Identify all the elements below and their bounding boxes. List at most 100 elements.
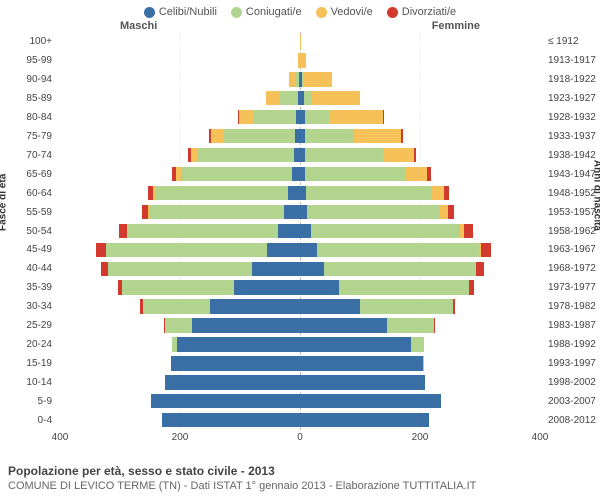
birth-tick: 1948-1952 [544,184,600,203]
female-half [300,411,540,430]
chart-source: COMUNE DI LEVICO TERME (TN) - Dati ISTAT… [8,479,476,494]
legend-item: Vedovi/e [316,6,373,18]
birth-tick: 1983-1987 [544,316,600,335]
bar-segment [284,205,300,219]
bar-segment [300,243,317,257]
male-half [60,127,300,146]
stacked-bar [300,280,474,294]
bar-segment [211,129,223,143]
pyramid-row [60,51,540,70]
stacked-bar [162,413,300,427]
bar-segment [122,280,234,294]
birth-tick: 2003-2007 [544,392,600,411]
xtick: 200 [172,432,189,443]
bar-segment [329,110,383,124]
bar-segment [432,186,444,200]
bar-segment [305,129,354,143]
stacked-bar [300,356,424,370]
pyramid-row [60,278,540,297]
age-tick: 0-4 [0,411,56,430]
age-tick: 80-84 [0,108,56,127]
pyramid-row [60,184,540,203]
stacked-bar [119,224,300,238]
pyramid-row [60,108,540,127]
bar-segment [354,129,401,143]
stacked-bar [300,337,424,351]
bar-segment [481,243,491,257]
bar-segment [292,167,300,181]
pyramid-row [60,354,540,373]
age-tick: 100+ [0,32,56,51]
legend-swatch [144,7,155,18]
birth-tick: 1963-1967 [544,240,600,259]
bar-segment [387,318,434,332]
male-half [60,89,300,108]
stacked-bar [142,205,300,219]
stacked-bar [300,262,484,276]
age-tick: 50-54 [0,222,56,241]
female-half [300,146,540,165]
birth-tick: 1998-2002 [544,373,600,392]
bar-segment [278,224,300,238]
yaxis-birth-years: ≤ 19121913-19171918-19221923-19271928-19… [544,32,600,430]
male-half [60,316,300,335]
age-tick: 15-19 [0,354,56,373]
female-half [300,278,540,297]
bar-segment [304,91,311,105]
bar-segment [300,34,301,48]
bar-segment [360,299,453,313]
bar-segment [165,318,192,332]
bar-segment [165,375,300,389]
pyramid-row [60,146,540,165]
bar-segment [414,148,416,162]
female-half [300,354,540,373]
plot-area [60,32,540,430]
bar-segment [288,186,300,200]
age-tick: 5-9 [0,392,56,411]
pyramid-row [60,335,540,354]
bar-segment [406,167,428,181]
male-half [60,108,300,127]
legend-swatch [387,7,398,18]
bar-segment [324,262,475,276]
age-tick: 55-59 [0,203,56,222]
pyramid-row [60,127,540,146]
stacked-bar [300,53,306,67]
xtick: 200 [412,432,429,443]
female-half [300,127,540,146]
bar-segment [305,110,329,124]
male-half [60,411,300,430]
bar-segment [266,91,279,105]
female-half [300,297,540,316]
stacked-bar [300,318,435,332]
stacked-bar [300,34,301,48]
stacked-bar [188,148,300,162]
female-half [300,202,540,221]
bar-segment [464,224,472,238]
male-half [60,184,300,203]
stacked-bar [300,91,360,105]
bar-segment [311,91,360,105]
pyramid-row [60,165,540,184]
bar-segment [444,186,449,200]
stacked-bar [238,110,300,124]
male-half [60,354,300,373]
birth-tick: 1928-1932 [544,108,600,127]
stacked-bar [300,413,429,427]
male-label: Maschi [120,20,157,32]
bar-segment [469,280,474,294]
stacked-bar [172,167,300,181]
bar-segment [423,356,424,370]
birth-tick: 1943-1947 [544,165,600,184]
stacked-bar [140,299,300,313]
stacked-bar [300,129,403,143]
stacked-bar [118,280,300,294]
bar-segment [307,205,440,219]
stacked-bar [96,243,300,257]
bar-segment [149,205,284,219]
stacked-bar [300,110,384,124]
bar-segment [300,375,425,389]
birth-tick: 1988-1992 [544,335,600,354]
birth-tick: 1918-1922 [544,70,600,89]
yaxis-age-groups: 100+95-9990-9485-8980-8475-7970-7465-696… [0,32,56,430]
